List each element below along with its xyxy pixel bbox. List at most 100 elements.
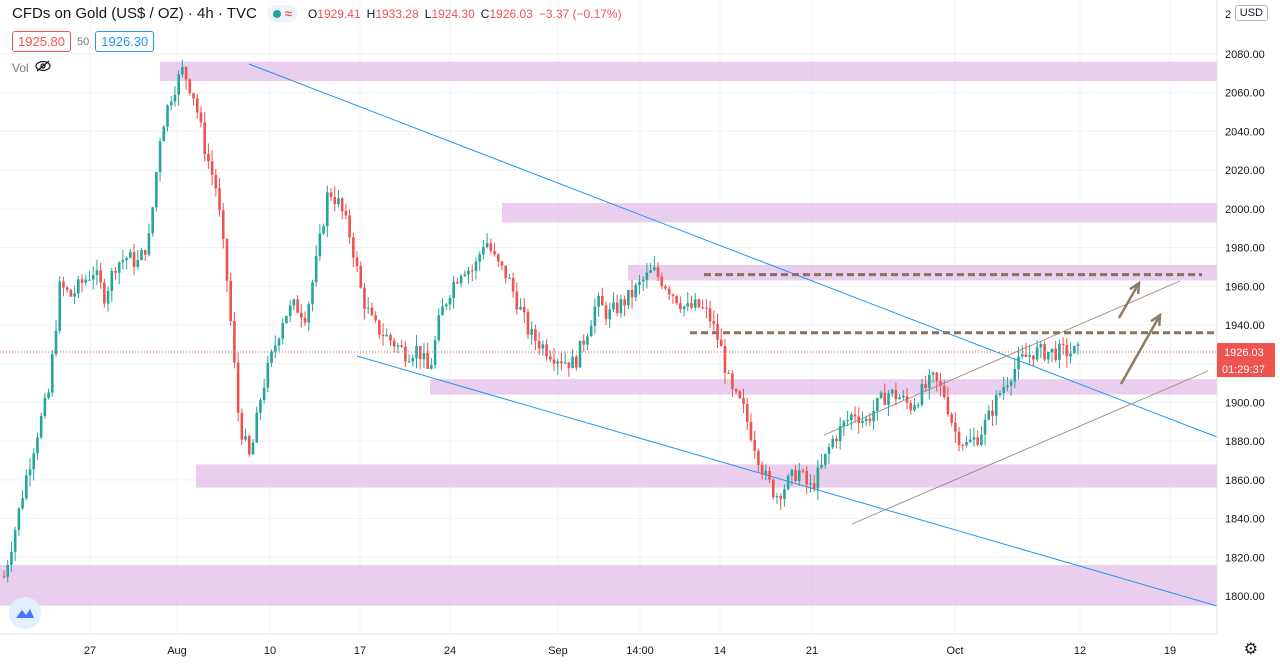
bid-button[interactable]: 1925.80 <box>12 31 71 52</box>
y-tick-label: 1840.00 <box>1225 514 1265 526</box>
candle-body <box>281 323 285 339</box>
candle-body <box>708 308 712 322</box>
market-status-badge[interactable]: ≈ <box>266 5 298 22</box>
currency-button[interactable]: USD <box>1234 5 1268 21</box>
candle-body <box>890 389 894 394</box>
y-tick-label: 1940.00 <box>1225 320 1265 332</box>
candle-body <box>760 464 764 475</box>
candle-body <box>114 270 117 273</box>
candle-body <box>233 320 236 363</box>
candle-body <box>184 66 188 80</box>
candle-body <box>801 470 805 472</box>
candle-body <box>712 321 716 324</box>
candle-body <box>530 329 534 335</box>
candle-body <box>344 211 348 216</box>
candle-body <box>404 346 407 362</box>
y-tick-label: 2000.00 <box>1225 204 1265 216</box>
candle-body <box>39 416 43 438</box>
support-resistance-zone <box>628 264 1217 281</box>
candle-body <box>389 334 392 341</box>
candle-body <box>842 421 846 427</box>
candle-body <box>28 469 32 476</box>
candle-body <box>1009 381 1013 386</box>
candle-body <box>649 269 652 273</box>
candle-body <box>162 126 166 142</box>
symbol-title[interactable]: CFDs on Gold (US$ / OZ) · 4h · TVC <box>12 5 257 22</box>
candle-body <box>939 381 942 386</box>
candle-body <box>433 340 437 366</box>
candle-body <box>541 344 545 349</box>
candle-body <box>812 483 816 489</box>
candle-body <box>407 361 411 363</box>
candle-body <box>103 282 106 304</box>
candle-body <box>207 154 210 162</box>
ask-button[interactable]: 1926.30 <box>95 31 155 52</box>
candle-body <box>686 303 690 307</box>
candle-body <box>716 323 719 340</box>
candle-body <box>236 362 240 413</box>
support-resistance-zone <box>0 565 1217 606</box>
countdown-tag <box>1217 360 1275 378</box>
candle-body <box>853 414 857 417</box>
candle-body <box>155 172 158 208</box>
eye-hidden-icon[interactable] <box>35 60 51 75</box>
candle-body <box>764 470 768 475</box>
candle-body <box>913 405 916 411</box>
arrow-head-icon <box>1129 280 1141 295</box>
candle-body <box>266 363 270 388</box>
candle-body <box>158 141 162 173</box>
candle-body <box>99 270 102 283</box>
candle-body <box>1061 343 1065 345</box>
candle-body <box>203 122 206 155</box>
x-tick-label: Aug <box>167 645 187 657</box>
candle-body <box>396 345 400 347</box>
candle-body <box>1017 356 1020 369</box>
candle-body <box>489 243 493 251</box>
candle-body <box>924 384 927 389</box>
candle-body <box>786 475 790 490</box>
chart-legend: CFDs on Gold (US$ / OZ) · 4h · TVC ≈ O19… <box>12 5 622 22</box>
candle-body <box>441 306 444 316</box>
candle-body <box>437 315 441 341</box>
candle-body <box>1002 387 1005 393</box>
y-tick-label: 1800.00 <box>1225 591 1265 603</box>
candle-body <box>623 299 626 306</box>
candle-body <box>797 470 801 482</box>
candle-body <box>318 233 322 257</box>
candle-body <box>653 267 656 270</box>
candle-body <box>251 442 255 455</box>
candle-body <box>638 281 641 286</box>
x-tick-label: 19 <box>1164 645 1176 657</box>
candle-body <box>946 396 950 415</box>
candle-body <box>876 397 879 412</box>
y-tick-label: 2020.00 <box>1225 165 1265 177</box>
candle-body <box>757 451 760 465</box>
candle-body <box>43 397 47 417</box>
y-tick-label: 2060.00 <box>1225 88 1265 100</box>
candle-body <box>292 299 296 306</box>
candle-body <box>329 192 333 197</box>
candle-body <box>575 356 578 368</box>
candle-body <box>887 393 890 405</box>
candle-body <box>117 262 121 273</box>
candle-body <box>961 445 965 447</box>
candle-body <box>935 372 939 382</box>
candle-body <box>422 353 426 360</box>
settings-gear-icon[interactable]: ⚙ <box>1243 641 1258 658</box>
candle-body <box>121 260 125 263</box>
x-tick-label: Sep <box>548 645 568 657</box>
candle-body <box>411 358 415 362</box>
candle-body <box>898 397 901 400</box>
support-resistance-zone <box>196 464 1217 488</box>
channel-line-lower <box>851 370 1209 525</box>
candle-body <box>827 447 831 454</box>
x-tick-label: 14:00 <box>626 645 654 657</box>
candle-body <box>463 274 467 276</box>
candle-body <box>1006 385 1009 388</box>
candle-body <box>400 345 403 347</box>
candle-body <box>430 365 433 369</box>
market-open-dot-icon <box>272 9 281 18</box>
tradingview-logo-icon[interactable] <box>9 597 41 629</box>
candle-body <box>13 529 17 552</box>
